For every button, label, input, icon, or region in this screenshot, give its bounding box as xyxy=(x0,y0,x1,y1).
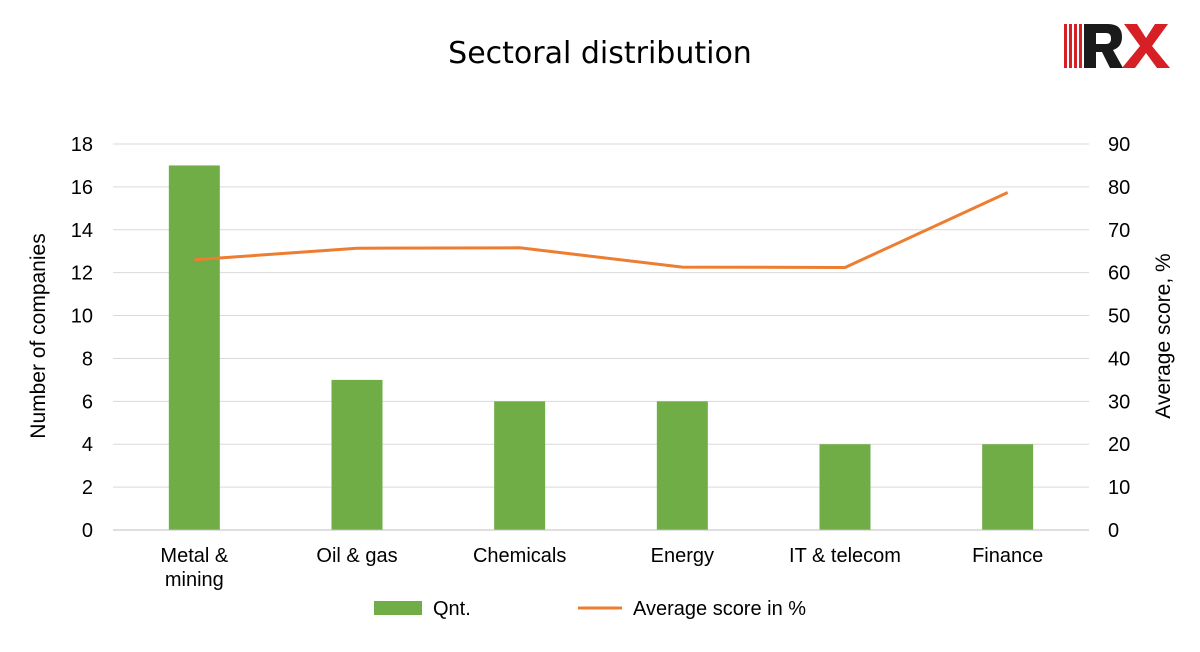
y-tick-label: 6 xyxy=(82,391,93,413)
x-tick-label: Finance xyxy=(972,545,1043,567)
y-axis-title: Number of companies xyxy=(27,233,50,438)
rx-logo xyxy=(1064,24,1170,68)
bar xyxy=(982,444,1034,530)
line-series xyxy=(194,191,1009,270)
x-tick-label: Metal & mining xyxy=(160,545,228,591)
y2-tick-label: 60 xyxy=(1108,263,1130,285)
bar-series xyxy=(168,165,1034,530)
gridlines xyxy=(113,143,1089,488)
bar xyxy=(494,401,546,530)
bar xyxy=(656,401,708,530)
y2-tick-label: 30 xyxy=(1108,391,1130,413)
legend: Qnt. Average score in % xyxy=(374,598,806,620)
chart-title: Sectoral distribution xyxy=(448,36,752,71)
x-tick-label: Chemicals xyxy=(473,545,566,567)
y-tick-label: 8 xyxy=(82,348,93,370)
y2-tick-label: 50 xyxy=(1108,306,1130,328)
y2-tick-label: 20 xyxy=(1108,434,1130,456)
y2-axis-title: Average score, % xyxy=(1152,253,1175,418)
legend-label-average-score: Average score in % xyxy=(633,598,806,620)
y2-tick-label: 10 xyxy=(1108,477,1130,499)
legend-swatch-qnt xyxy=(374,601,422,615)
y-tick-label: 4 xyxy=(82,434,93,456)
x-tick-label: Energy xyxy=(651,545,714,567)
line-average-score xyxy=(194,191,1009,270)
y2-tick-label: 80 xyxy=(1108,177,1130,199)
bar xyxy=(331,379,383,530)
bar xyxy=(168,165,220,530)
y-tick-label: 2 xyxy=(82,477,93,499)
y2-tick-label: 40 xyxy=(1108,348,1130,370)
y-tick-label: 10 xyxy=(71,306,93,328)
x-tick-label: Oil & gas xyxy=(316,545,397,567)
y-tick-label: 14 xyxy=(71,220,93,242)
y-tick-label: 16 xyxy=(71,177,93,199)
y2-tick-label: 0 xyxy=(1108,520,1119,542)
y-tick-label: 18 xyxy=(71,134,93,156)
axes: 0 2 4 6 8 10 12 14 16 18 0 10 20 30 40 50 60 70 80 90 Metal … xyxy=(71,134,1131,591)
y2-tick-label: 70 xyxy=(1108,220,1130,242)
legend-label-qnt: Qnt. xyxy=(433,598,471,620)
bar xyxy=(819,444,871,530)
y-tick-label: 12 xyxy=(71,263,93,285)
y2-tick-label: 90 xyxy=(1108,134,1130,156)
y-tick-label: 0 xyxy=(82,520,93,542)
x-tick-label: IT & telecom xyxy=(789,545,901,567)
